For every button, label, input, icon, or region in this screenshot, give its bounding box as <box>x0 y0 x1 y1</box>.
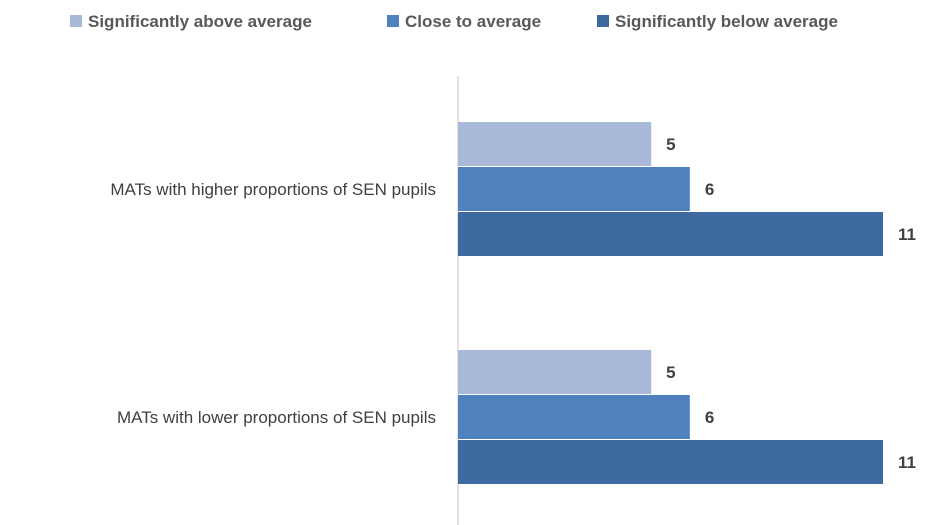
bars <box>458 122 883 484</box>
category-labels: MATs with higher proportions of SEN pupi… <box>110 180 436 427</box>
legend-label-2: Close to average <box>405 12 541 31</box>
data-label-cat1-series1: 5 <box>666 135 675 154</box>
data-label-cat1-series3: 11 <box>898 225 916 244</box>
legend-swatch-2 <box>387 15 399 27</box>
legend: Significantly above average Close to aver… <box>70 12 838 31</box>
legend-item-1: Significantly above average <box>70 12 312 31</box>
legend-label-1: Significantly above average <box>88 12 312 31</box>
data-label-cat2-series3: 11 <box>898 453 916 472</box>
bar-cat1-series2 <box>458 167 690 211</box>
category-label-1: MATs with higher proportions of SEN pupi… <box>110 180 436 199</box>
data-label-cat1-series2: 6 <box>705 180 714 199</box>
bar-cat2-series2 <box>458 395 690 439</box>
legend-label-3: Significantly below average <box>615 12 838 31</box>
bar-cat2-series3 <box>458 440 883 484</box>
category-label-2: MATs with lower proportions of SEN pupil… <box>117 408 436 427</box>
data-labels: 5 6 11 5 6 11 <box>666 135 916 472</box>
legend-item-3: Significantly below average <box>597 12 838 31</box>
legend-swatch-1 <box>70 15 82 27</box>
bar-cat1-series3 <box>458 212 883 256</box>
bar-cat2-series1 <box>458 350 652 394</box>
legend-item-2: Close to average <box>387 12 541 31</box>
legend-swatch-3 <box>597 15 609 27</box>
data-label-cat2-series1: 5 <box>666 363 675 382</box>
data-label-cat2-series2: 6 <box>705 408 714 427</box>
bar-cat1-series1 <box>458 122 652 166</box>
